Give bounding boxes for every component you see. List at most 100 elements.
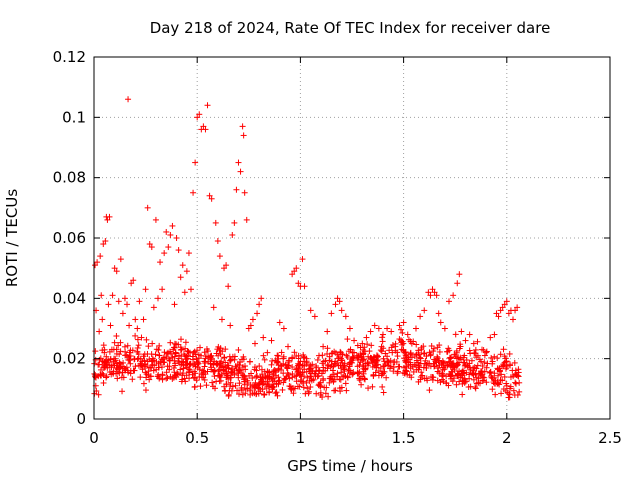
data-point — [113, 268, 120, 275]
data-point — [491, 331, 498, 338]
data-point — [191, 348, 198, 355]
data-point — [130, 367, 137, 374]
data-point — [405, 356, 412, 363]
data-point — [457, 374, 464, 381]
data-point — [102, 358, 109, 365]
data-point — [183, 372, 190, 379]
data-point — [216, 253, 223, 260]
data-point — [100, 241, 107, 248]
y-tick-label: 0.04 — [53, 289, 86, 307]
data-point — [452, 353, 459, 360]
data-point — [175, 371, 182, 378]
data-point — [329, 375, 336, 382]
data-point — [175, 247, 182, 254]
data-point — [116, 351, 123, 358]
data-point — [439, 372, 446, 379]
data-point — [189, 371, 196, 378]
data-point — [167, 373, 174, 380]
data-point — [245, 325, 252, 332]
data-point — [94, 259, 101, 266]
data-point — [121, 295, 128, 302]
data-point — [368, 342, 375, 349]
data-point — [105, 301, 112, 308]
data-point — [260, 391, 267, 398]
data-point — [227, 379, 234, 386]
data-point — [417, 374, 424, 381]
data-point — [191, 384, 198, 391]
data-point — [183, 353, 190, 360]
data-point — [209, 379, 216, 386]
data-point — [417, 376, 424, 383]
data-point — [224, 372, 231, 379]
data-point — [214, 238, 221, 245]
data-point — [190, 374, 197, 381]
data-point — [274, 392, 281, 399]
data-point — [266, 369, 273, 376]
data-point — [103, 374, 110, 381]
data-point — [146, 376, 153, 383]
data-point — [212, 219, 219, 226]
data-point — [434, 355, 441, 362]
data-point — [199, 367, 206, 374]
data-point — [179, 262, 186, 269]
data-point — [346, 325, 353, 332]
data-point — [303, 368, 310, 375]
data-point — [111, 265, 118, 272]
data-point — [240, 353, 247, 360]
data-point — [375, 372, 382, 379]
data-point — [92, 348, 99, 355]
data-point — [288, 386, 295, 393]
data-point — [430, 345, 437, 352]
data-point — [148, 244, 155, 251]
data-point — [481, 352, 488, 359]
data-point — [390, 364, 397, 371]
data-point — [503, 298, 510, 305]
data-point — [379, 338, 386, 345]
data-point — [143, 336, 150, 343]
data-point — [351, 337, 358, 344]
data-point — [315, 352, 322, 359]
data-point — [369, 383, 376, 390]
y-axis-title: ROTI / TECUs — [3, 189, 21, 287]
data-point — [418, 344, 425, 351]
x-axis-title: GPS time / hours — [287, 457, 413, 475]
data-point — [474, 338, 481, 345]
data-point — [388, 328, 395, 335]
data-point — [343, 387, 350, 394]
data-point — [491, 353, 498, 360]
data-point — [511, 392, 518, 399]
data-point — [177, 274, 184, 281]
data-point — [106, 213, 113, 220]
data-point — [490, 379, 497, 386]
data-point — [343, 352, 350, 359]
data-point — [108, 364, 115, 371]
data-point — [293, 378, 300, 385]
data-point — [219, 348, 226, 355]
data-point — [470, 340, 477, 347]
x-tick-label: 2.5 — [598, 429, 622, 447]
y-tick-label: 0.1 — [62, 108, 86, 126]
y-tick-label: 0 — [76, 410, 86, 428]
data-point — [258, 295, 265, 302]
data-point — [153, 346, 160, 353]
data-point — [194, 114, 201, 121]
data-point — [149, 340, 156, 347]
data-point — [413, 351, 420, 358]
data-point — [190, 189, 197, 196]
data-point — [466, 331, 473, 338]
data-point — [119, 388, 126, 395]
data-point — [279, 386, 286, 393]
data-point — [516, 379, 523, 386]
data-point — [159, 356, 166, 363]
data-point — [139, 358, 146, 365]
data-point — [397, 326, 404, 333]
data-point — [247, 386, 254, 393]
data-point — [468, 357, 475, 364]
data-point — [503, 358, 510, 365]
data-point — [439, 358, 446, 365]
data-point — [497, 351, 504, 358]
data-point — [154, 295, 161, 302]
data-point — [134, 325, 141, 332]
data-point — [152, 216, 159, 223]
data-point — [280, 379, 287, 386]
